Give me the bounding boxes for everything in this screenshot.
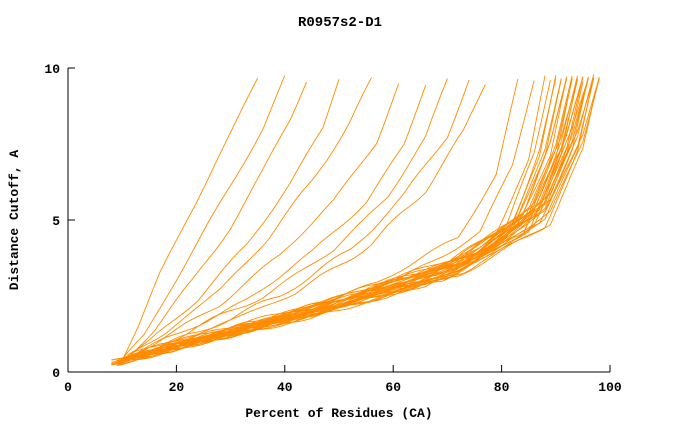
x-tick-label: 20	[169, 380, 185, 395]
model-curve	[111, 78, 578, 361]
model-curve	[127, 76, 584, 357]
model-curve	[127, 81, 307, 358]
model-curve	[116, 78, 600, 360]
tick-marks	[67, 67, 611, 373]
model-curve	[116, 75, 557, 366]
model-curve	[121, 75, 286, 360]
x-tick-label: 0	[64, 380, 72, 395]
model-curve	[116, 80, 535, 362]
model-curve	[122, 78, 519, 359]
x-tick-label: 40	[277, 380, 293, 395]
model-curve	[127, 79, 568, 357]
x-tick-label: 80	[494, 380, 510, 395]
chart-title: R0957s2-D1	[298, 15, 382, 31]
model-curve	[121, 85, 427, 362]
model-curve	[127, 79, 578, 360]
model-curve	[127, 84, 486, 360]
model-curve	[121, 77, 259, 361]
model-curves	[111, 74, 600, 366]
model-curve	[121, 78, 340, 362]
model-curve	[111, 76, 600, 363]
model-curve	[122, 79, 470, 360]
model-curve	[111, 75, 546, 366]
model-curve	[116, 79, 573, 366]
model-curve	[122, 77, 568, 364]
y-tick-label: 0	[52, 366, 60, 381]
model-curve	[122, 78, 557, 359]
model-curve	[122, 77, 584, 359]
tick-labels: 0 20 40 60 80 100 0 5 10	[44, 62, 622, 395]
model-curve	[127, 78, 589, 357]
y-tick-label: 10	[44, 62, 60, 77]
model-curve	[127, 77, 372, 356]
x-axis-label: Percent of Residues (CA)	[245, 406, 432, 421]
y-tick-label: 5	[52, 214, 60, 229]
model-curve	[122, 83, 400, 361]
model-curve	[116, 76, 568, 365]
model-curve	[122, 75, 573, 360]
y-axis-label: Distance Cutoff, A	[7, 150, 22, 291]
x-tick-label: 100	[598, 380, 622, 395]
x-tick-label: 60	[385, 380, 401, 395]
